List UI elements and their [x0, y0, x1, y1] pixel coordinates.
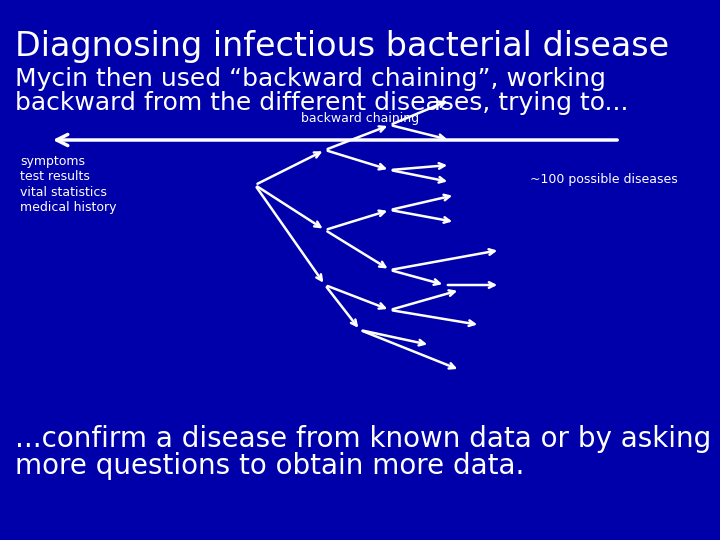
Text: backward from the different diseases, trying to...: backward from the different diseases, tr… [15, 91, 629, 115]
Text: test results: test results [20, 171, 90, 184]
Text: Mycin then used “backward chaining”, working: Mycin then used “backward chaining”, wor… [15, 67, 606, 91]
Text: more questions to obtain more data.: more questions to obtain more data. [15, 452, 524, 480]
Text: medical history: medical history [20, 200, 117, 213]
Text: Diagnosing infectious bacterial disease: Diagnosing infectious bacterial disease [15, 30, 669, 63]
Text: ...confirm a disease from known data or by asking: ...confirm a disease from known data or … [15, 425, 711, 453]
Text: ~100 possible diseases: ~100 possible diseases [530, 173, 678, 186]
Text: backward chaining: backward chaining [301, 112, 419, 125]
Text: vital statistics: vital statistics [20, 186, 107, 199]
Text: symptoms: symptoms [20, 156, 85, 168]
